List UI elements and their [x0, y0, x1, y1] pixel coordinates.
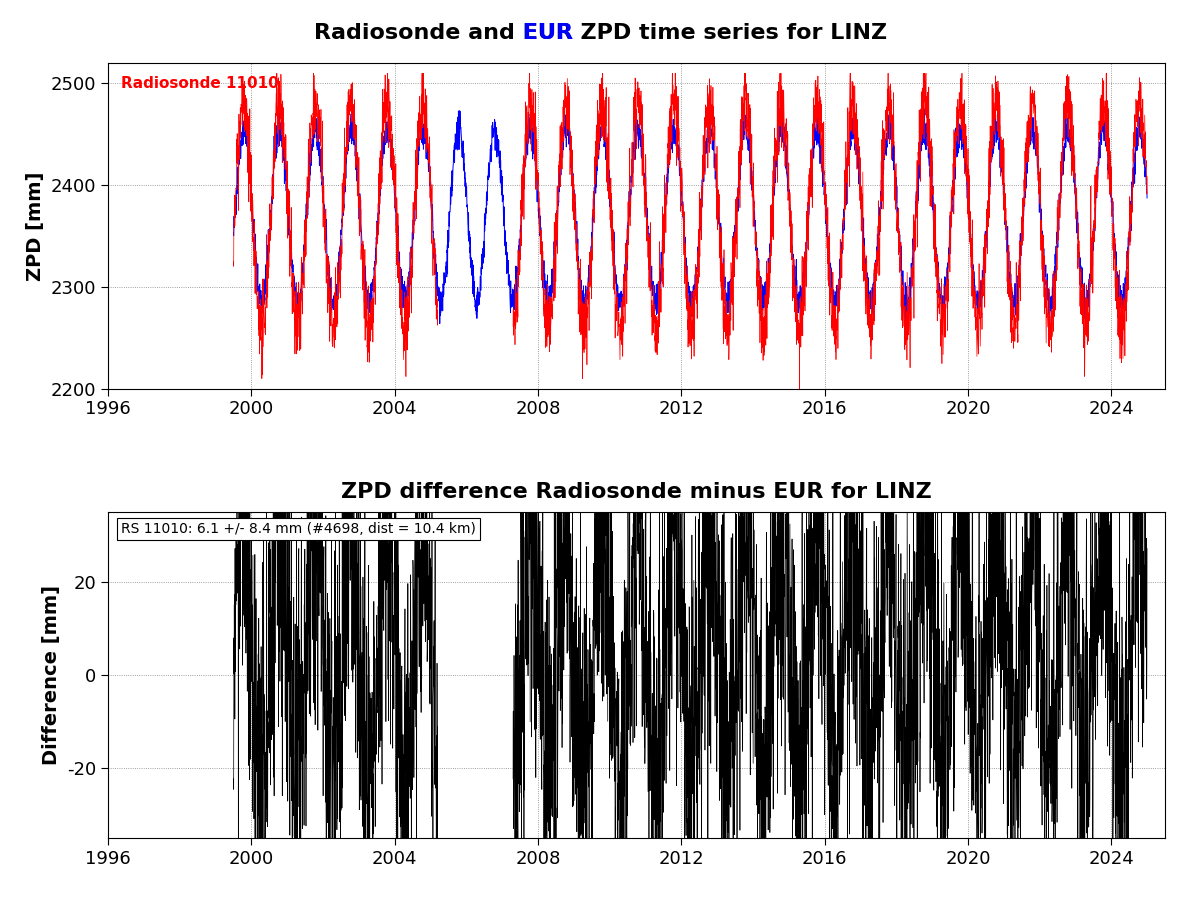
Y-axis label: Difference [mm]: Difference [mm]: [42, 585, 61, 765]
Title: ZPD difference Radiosonde minus EUR for LINZ: ZPD difference Radiosonde minus EUR for …: [341, 482, 932, 503]
Y-axis label: ZPD [mm]: ZPD [mm]: [26, 171, 46, 280]
Text: Radiosonde 11010: Radiosonde 11010: [121, 76, 279, 91]
Text: EUR: EUR: [522, 23, 573, 43]
Text: Radiosonde and EUR ZPD time series for LINZ: Radiosonde and EUR ZPD time series for L…: [313, 23, 888, 43]
Text: RS 11010: 6.1 +/- 8.4 mm (#4698, dist = 10.4 km): RS 11010: 6.1 +/- 8.4 mm (#4698, dist = …: [121, 522, 476, 536]
